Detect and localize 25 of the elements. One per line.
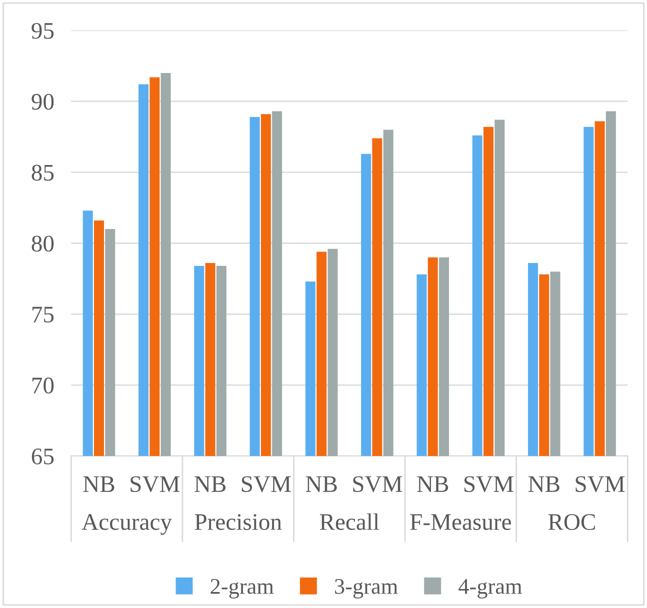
text: Recall — [320, 513, 380, 530]
y-tick-label: 65 — [32, 448, 54, 464]
x-tick-label: SVM — [353, 476, 402, 492]
text: Accuracy — [82, 514, 172, 535]
x-tick-label: NB — [194, 476, 226, 492]
y-tick-label: 90 — [32, 94, 54, 110]
text: Precision — [194, 514, 282, 530]
x-tick-label: SVM — [464, 476, 514, 492]
x-tick-label: NB — [83, 476, 114, 492]
x-tick-label: NB — [306, 476, 337, 492]
x-tick-label: SVM — [576, 476, 625, 492]
y-tick-label: 70 — [32, 378, 54, 394]
text: ROC — [548, 514, 595, 530]
y-tick-label: 80 — [32, 236, 54, 252]
x-tick-label: NB — [528, 476, 560, 492]
y-tick-label: 85 — [32, 164, 54, 181]
x-tick-label: SVM — [130, 476, 180, 492]
text: F-Measure — [410, 514, 511, 530]
legend-label: 2-gram — [210, 578, 274, 598]
x-tick-label: SVM — [242, 476, 291, 492]
y-tick-label: 95 — [32, 22, 54, 39]
x-tick-label: NB — [417, 476, 448, 492]
legend-label: 3-gram — [335, 578, 398, 598]
legend-label: 4-gram — [458, 579, 522, 598]
y-tick-label: 75 — [32, 306, 54, 323]
